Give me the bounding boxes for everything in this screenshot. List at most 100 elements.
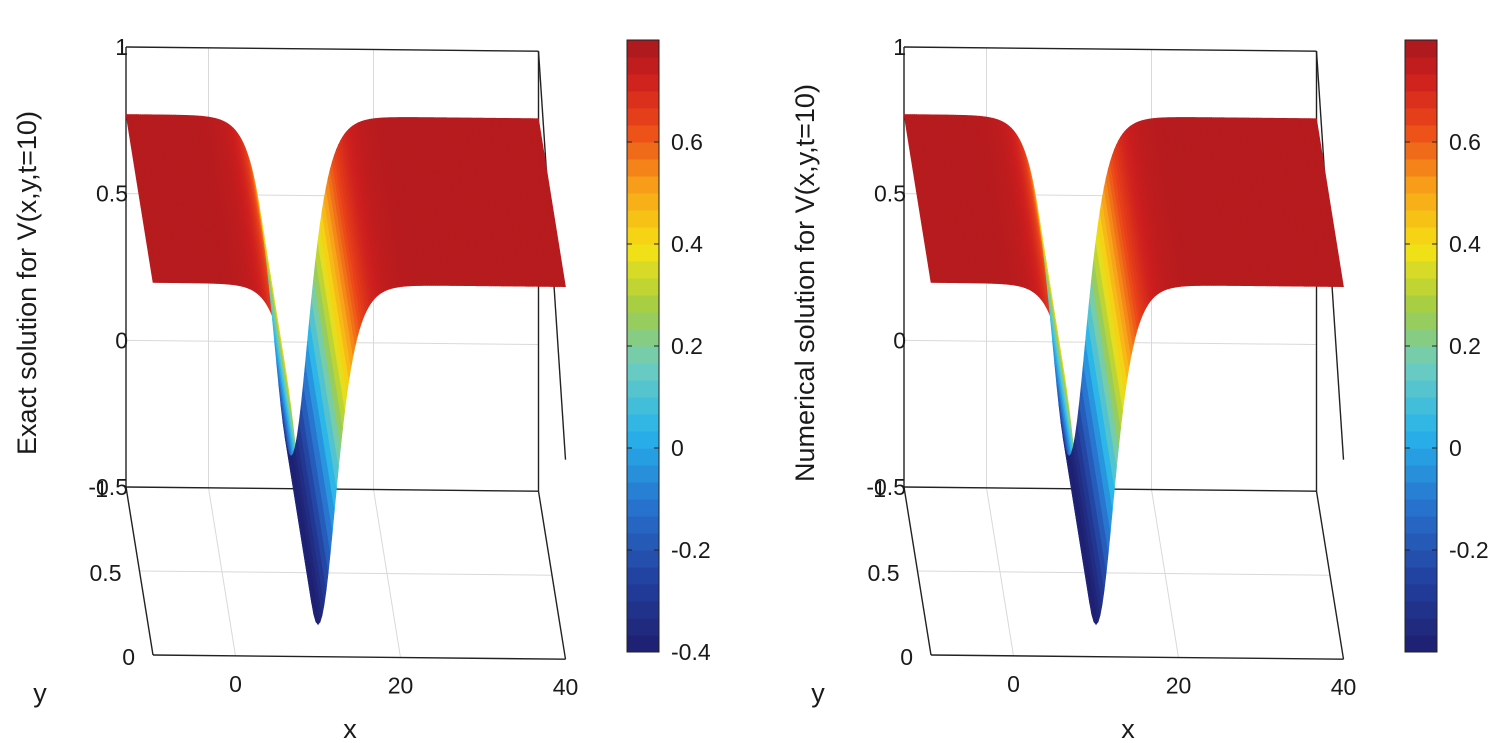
colorbar-band — [627, 142, 659, 160]
x-axis-label: x — [1121, 714, 1135, 743]
colorbar-tick-label: 0.6 — [1449, 129, 1481, 155]
colorbar-band — [1405, 193, 1437, 211]
colorbar-band — [627, 295, 659, 313]
colorbar-tick-label: 0 — [671, 435, 684, 461]
colorbar-band — [627, 346, 659, 364]
colorbar-band — [1405, 584, 1437, 602]
colorbar-tick-label: -0.2 — [671, 537, 711, 563]
colorbar-band — [1405, 482, 1437, 500]
colorbar-band — [627, 567, 659, 585]
colorbar-band — [627, 635, 659, 653]
surface-plot-svg: -0.5 0 0.5 1 0 0.5 1 0 20 40 x y Exact solution for … — [12, 34, 711, 743]
colorbar-band — [627, 431, 659, 449]
colorbar-band — [627, 499, 659, 517]
colorbar-band — [627, 414, 659, 432]
colorbar-band — [627, 227, 659, 245]
colorbar-band — [1405, 380, 1437, 398]
box-edge-front — [152, 654, 566, 660]
colorbar-band — [1405, 91, 1437, 109]
z-tick-label: 0.5 — [96, 181, 128, 207]
colorbar-band — [1405, 108, 1437, 126]
colorbar-tick-label: -0.2 — [1449, 537, 1489, 563]
z-tick-label: 1 — [893, 34, 906, 60]
colorbar-band — [627, 448, 659, 466]
z-tick-label: 0.5 — [874, 181, 906, 207]
x-tick-label: 20 — [388, 673, 414, 699]
colorbar-band — [1405, 363, 1437, 381]
colorbar-band — [1405, 210, 1437, 228]
x-tick-label: 40 — [553, 674, 579, 700]
colorbar-tick-label: 0.4 — [1449, 231, 1481, 257]
z-tick-label: 0 — [893, 327, 906, 353]
colorbar-tick-label: -0.4 — [671, 639, 711, 665]
colorbar-band — [1405, 261, 1437, 279]
colorbar-band — [627, 261, 659, 279]
colorbar-band — [627, 397, 659, 415]
x-tick-label: 20 — [1166, 673, 1192, 699]
box-edge — [537, 491, 567, 660]
colorbar-band — [1405, 142, 1437, 160]
colorbar-band — [1405, 448, 1437, 466]
colorbar-band — [1405, 159, 1437, 177]
colorbar-band — [1405, 414, 1437, 432]
colorbar-band — [1405, 601, 1437, 619]
y-tick-label: 0.5 — [90, 560, 122, 586]
colorbar-tick-label: 0.2 — [671, 333, 703, 359]
x-tick-label: 0 — [229, 671, 242, 697]
colorbar-band — [1405, 499, 1437, 517]
colorbar-band — [627, 193, 659, 211]
surface — [125, 114, 566, 626]
chart-panel-exact: -0.5 0 0.5 1 0 0.5 1 0 20 40 x y Exact solution for … — [12, 34, 711, 743]
surface-strip — [1314, 118, 1344, 287]
colorbar-band — [627, 278, 659, 296]
colorbar-band — [627, 533, 659, 551]
colorbar-band — [627, 380, 659, 398]
x-axis-label: x — [343, 714, 357, 743]
colorbar-band — [1405, 278, 1437, 296]
box-edge — [125, 486, 154, 656]
colorbar-band — [1405, 176, 1437, 194]
colorbar-band — [627, 244, 659, 262]
colorbar-tick-label: 0.2 — [1449, 333, 1481, 359]
colorbar-band — [1405, 567, 1437, 585]
y-floor-gridline — [139, 570, 553, 576]
colorbar-band — [1405, 397, 1437, 415]
z-tick-label: -0.5 — [88, 474, 128, 500]
y-tick-label: 0 — [900, 644, 913, 670]
colorbar-band — [627, 159, 659, 177]
colorbar-band — [1405, 74, 1437, 92]
box-edge — [903, 486, 932, 656]
z-axis-label: Exact solution for V(x,y,t=10) — [12, 111, 42, 455]
colorbar-band — [1405, 227, 1437, 245]
chart-panel-numerical: -0.5 0 0.5 1 0 0.5 1 0 20 40 x y Numerical solution … — [778, 0, 1500, 743]
colorbar-band — [1405, 346, 1437, 364]
colorbar-band — [627, 482, 659, 500]
surface-strip — [536, 118, 566, 287]
y-axis-label: y — [33, 678, 47, 708]
box-edge — [1315, 491, 1345, 660]
y-tick-label: 0 — [122, 644, 135, 670]
colorbar-band — [1405, 533, 1437, 551]
colorbar-band — [627, 176, 659, 194]
colorbar-band — [1405, 550, 1437, 568]
colorbar: -0.4 -0.2 0 0.2 0.4 0.6 — [626, 39, 711, 665]
surface — [903, 114, 1344, 626]
colorbar-band — [1405, 244, 1437, 262]
y-tick-label: 1 — [95, 476, 108, 502]
y-floor-gridline — [917, 570, 1331, 576]
colorbar-band — [627, 74, 659, 92]
colorbar-tick-label: 0 — [1449, 435, 1462, 461]
box-edge — [125, 46, 539, 52]
colorbar-band — [1405, 516, 1437, 534]
colorbar-band — [627, 40, 659, 58]
colorbar-band — [1405, 635, 1437, 653]
colorbar-band — [1405, 57, 1437, 75]
colorbar-tick-label: 0.4 — [671, 231, 703, 257]
x-tick-label: 40 — [1331, 674, 1357, 700]
colorbar-band — [627, 125, 659, 143]
colorbar-band — [627, 329, 659, 347]
colorbar-band — [627, 210, 659, 228]
z-axis-label: Numerical solution for V(x,y,t=10) — [790, 84, 820, 482]
z-tick-label: 0 — [115, 327, 128, 353]
colorbar-band — [1405, 125, 1437, 143]
